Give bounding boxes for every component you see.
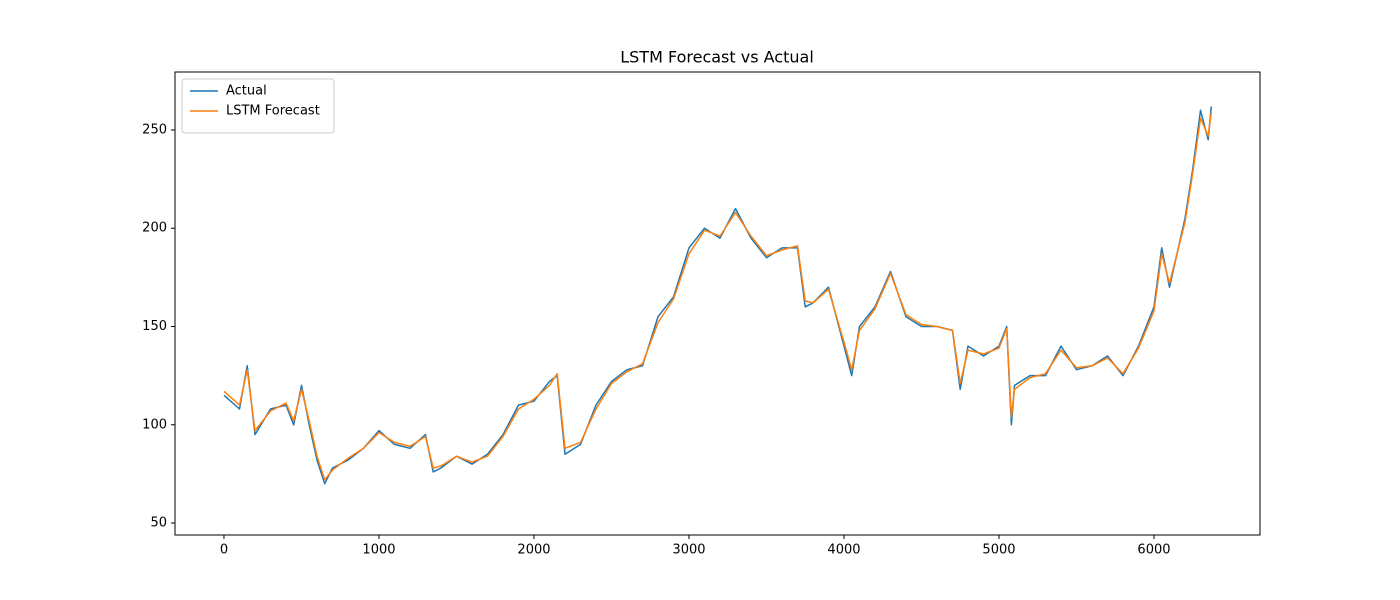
x-tick-label: 0 [220, 543, 228, 558]
x-tick-label: 2000 [517, 543, 550, 558]
y-tick-label: 200 [142, 221, 167, 236]
x-tick-label: 5000 [982, 543, 1015, 558]
x-tick-label: 6000 [1137, 543, 1170, 558]
y-tick-label: 150 [142, 319, 167, 334]
y-tick-label: 100 [142, 417, 167, 432]
series-line [223, 112, 1213, 481]
y-tick-label: 250 [142, 122, 167, 137]
y-tick-label: 50 [150, 516, 167, 531]
legend-label: LSTM Forecast [226, 104, 320, 119]
legend-box [181, 78, 335, 134]
chart-title: LSTM Forecast vs Actual [620, 48, 814, 67]
legend-label: Actual [226, 84, 267, 99]
x-tick-label: 3000 [672, 543, 705, 558]
x-tick-label: 1000 [362, 543, 395, 558]
plot-frame [174, 71, 1261, 536]
x-tick-label: 4000 [827, 543, 860, 558]
